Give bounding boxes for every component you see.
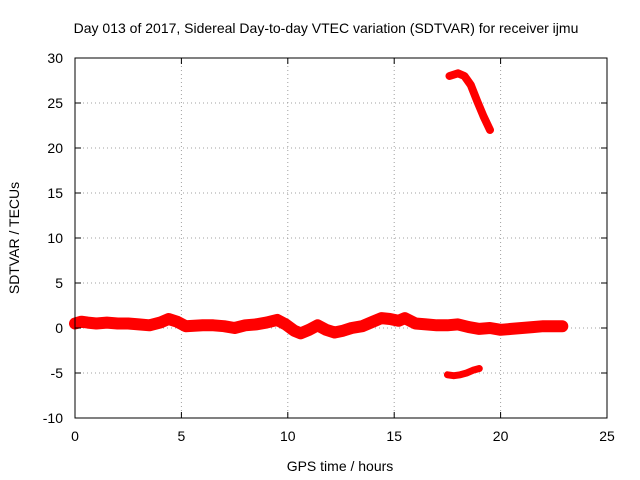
data-point bbox=[157, 319, 164, 326]
series-upper-arc bbox=[445, 69, 494, 134]
data-point bbox=[474, 98, 481, 105]
data-series bbox=[69, 69, 569, 380]
data-point bbox=[476, 365, 483, 372]
data-point bbox=[467, 82, 474, 88]
data-point bbox=[340, 327, 347, 334]
data-point bbox=[463, 370, 470, 376]
data-point bbox=[401, 315, 408, 322]
y-tick-label: 15 bbox=[47, 185, 63, 201]
data-point bbox=[78, 318, 85, 325]
data-point bbox=[378, 315, 385, 322]
data-point bbox=[446, 73, 453, 79]
data-point bbox=[469, 367, 476, 374]
data-point bbox=[433, 322, 440, 329]
tick-labels: 0 5 10 15 20 25 -10 -5 0 5 10 15 20 25 30 bbox=[43, 50, 615, 444]
data-point bbox=[306, 326, 313, 333]
chart-title: Day 013 of 2017, Sidereal Day-to-day VTE… bbox=[74, 20, 579, 36]
y-tick-label: 25 bbox=[47, 95, 63, 111]
data-point bbox=[84, 319, 91, 326]
data-point bbox=[314, 322, 321, 329]
data-point bbox=[461, 73, 468, 79]
x-tick-label: 15 bbox=[386, 428, 402, 444]
data-point bbox=[487, 325, 493, 331]
data-point bbox=[518, 325, 525, 331]
data-point bbox=[199, 322, 206, 329]
data-point bbox=[444, 371, 451, 378]
data-point bbox=[480, 113, 487, 120]
data-point bbox=[221, 323, 227, 330]
data-point bbox=[359, 323, 366, 330]
data-point bbox=[450, 372, 457, 379]
data-point bbox=[508, 325, 515, 332]
data-point bbox=[135, 321, 142, 328]
data-point bbox=[323, 326, 330, 333]
data-point bbox=[455, 321, 461, 328]
data-point bbox=[444, 322, 451, 329]
data-point bbox=[476, 325, 483, 332]
y-axis-label: SDTVAR / TECUs bbox=[6, 182, 22, 294]
data-point bbox=[210, 322, 217, 329]
data-point bbox=[423, 321, 430, 328]
data-point bbox=[297, 330, 304, 337]
x-tick-label: 10 bbox=[280, 428, 296, 444]
data-point bbox=[231, 325, 238, 331]
axis-ticks bbox=[74, 57, 608, 419]
data-point bbox=[146, 322, 153, 329]
data-point bbox=[242, 322, 249, 329]
data-point bbox=[540, 323, 547, 330]
grid bbox=[75, 58, 607, 418]
data-point bbox=[348, 325, 355, 331]
x-tick-label: 5 bbox=[178, 428, 186, 444]
data-point bbox=[465, 324, 472, 331]
data-point bbox=[559, 323, 566, 330]
data-point bbox=[457, 371, 464, 378]
y-tick-label: 10 bbox=[47, 230, 63, 246]
data-point bbox=[182, 323, 189, 330]
data-point bbox=[497, 326, 504, 333]
data-point bbox=[282, 321, 289, 328]
y-tick-label: 5 bbox=[55, 275, 63, 291]
data-point bbox=[114, 320, 121, 327]
data-point bbox=[529, 324, 536, 331]
data-point bbox=[291, 327, 298, 334]
data-point bbox=[125, 320, 132, 327]
data-point bbox=[331, 329, 338, 336]
data-point bbox=[395, 317, 402, 324]
data-point bbox=[369, 318, 376, 325]
y-tick-label: 30 bbox=[47, 50, 63, 66]
x-tick-label: 25 bbox=[599, 428, 615, 444]
x-tick-label: 20 bbox=[493, 428, 509, 444]
data-point bbox=[103, 319, 110, 326]
data-point bbox=[487, 127, 493, 133]
y-tick-label: -5 bbox=[51, 365, 64, 381]
data-point bbox=[386, 316, 393, 322]
data-point bbox=[252, 321, 259, 328]
data-point bbox=[412, 320, 419, 327]
data-point bbox=[455, 70, 461, 77]
data-point bbox=[274, 316, 281, 323]
data-point bbox=[165, 316, 172, 322]
x-tick-label: 0 bbox=[71, 428, 79, 444]
x-axis-label: GPS time / hours bbox=[287, 458, 394, 474]
data-point bbox=[93, 320, 100, 327]
y-tick-label: -10 bbox=[43, 410, 63, 426]
data-point bbox=[263, 319, 270, 326]
data-point bbox=[174, 318, 181, 325]
y-tick-label: 20 bbox=[47, 140, 63, 156]
y-tick-label: 0 bbox=[55, 320, 63, 336]
data-point bbox=[550, 323, 557, 330]
